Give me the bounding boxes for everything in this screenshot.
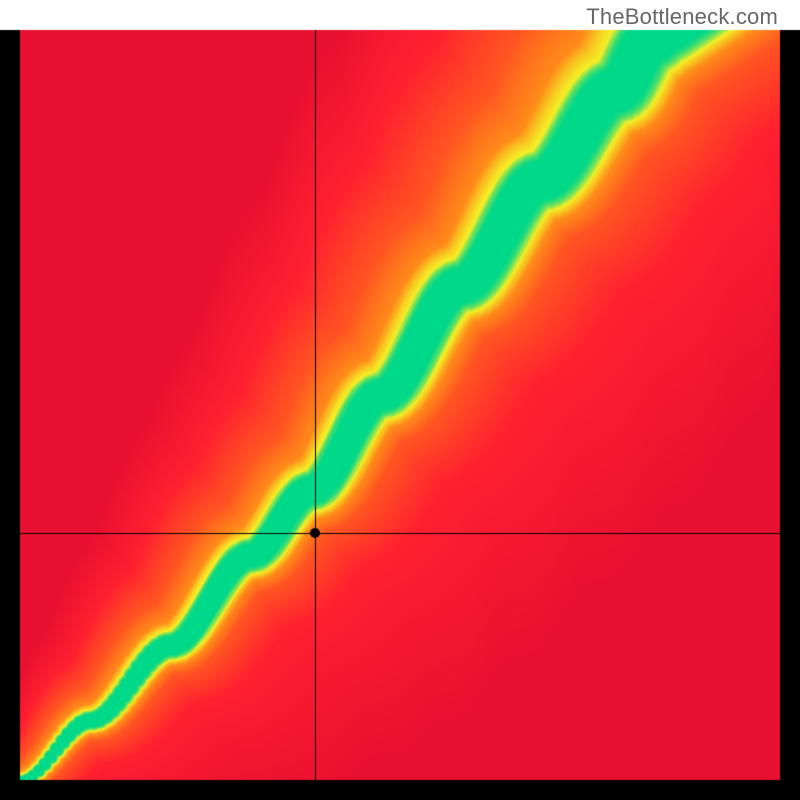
bottleneck-heatmap <box>0 0 800 800</box>
watermark-text: TheBottleneck.com <box>586 4 778 30</box>
chart-container: TheBottleneck.com <box>0 0 800 800</box>
